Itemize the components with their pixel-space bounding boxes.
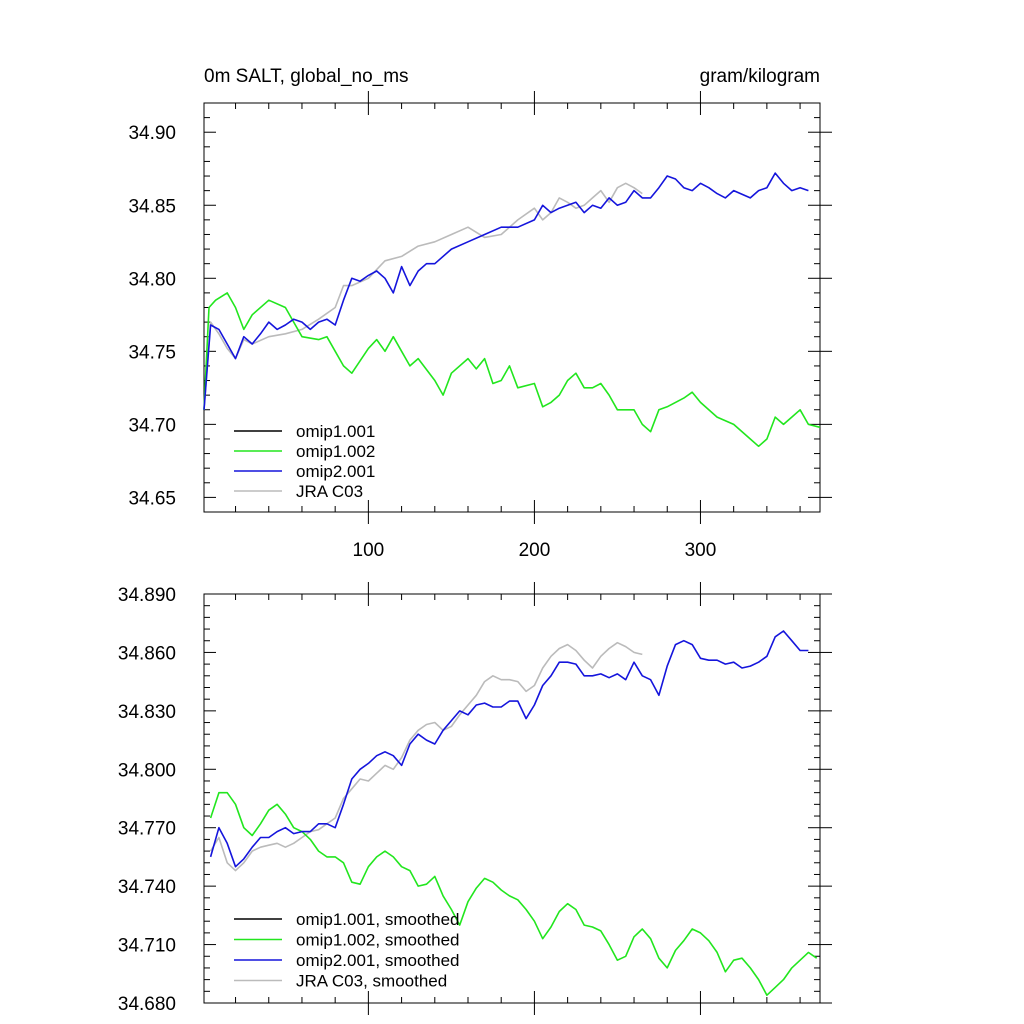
legend-label: JRA C03, smoothed	[296, 972, 447, 991]
series-line-2	[209, 630, 809, 868]
y-tick-label: 34.710	[118, 936, 176, 957]
y-tick-label: 34.830	[118, 702, 176, 723]
y-tick-label: 34.800	[118, 760, 176, 781]
y-tick-label: 34.890	[118, 585, 176, 606]
y-tick-label: 34.680	[118, 994, 176, 1015]
y-tick-label: 34.65	[128, 488, 176, 509]
series-line-1	[209, 791, 818, 997]
legend-label: JRA C03	[296, 482, 363, 501]
series-line-2	[203, 172, 809, 410]
y-tick-label: 34.770	[118, 819, 176, 840]
x-tick-label: 300	[685, 540, 717, 561]
legend-label: omip1.001	[296, 422, 375, 441]
x-tick-label: 200	[519, 540, 551, 561]
legend-label: omip2.001, smoothed	[296, 951, 460, 970]
y-tick-label: 34.90	[128, 123, 176, 144]
top-chart-units: gram/kilogram	[700, 66, 820, 87]
series-line-3	[203, 182, 643, 410]
bottom-panel: 34.680 34.710 34.740 34.770 34.800 34.830 34.8…	[118, 582, 832, 1015]
y-tick-label: 34.70	[128, 415, 176, 436]
plot-frame	[203, 593, 821, 1004]
legend-label: omip1.001, smoothed	[296, 910, 460, 929]
y-tick-label: 34.85	[128, 196, 176, 217]
y-tick-label: 34.740	[118, 877, 176, 898]
top-chart-title: 0m SALT, global_no_ms	[204, 66, 409, 87]
legend-label: omip1.002	[296, 442, 375, 461]
legend-label: omip2.001	[296, 462, 375, 481]
x-tick-label: 100	[353, 540, 385, 561]
series-line-3	[209, 641, 643, 872]
legend-label: omip1.002, smoothed	[296, 931, 460, 950]
y-tick-label: 34.860	[118, 643, 176, 664]
y-tick-label: 34.75	[128, 342, 176, 363]
top-panel: 0m SALT, global_no_ms gram/kilogram 100 2…	[128, 66, 832, 561]
y-tick-label: 34.80	[128, 269, 176, 290]
series-line-1	[203, 292, 821, 448]
